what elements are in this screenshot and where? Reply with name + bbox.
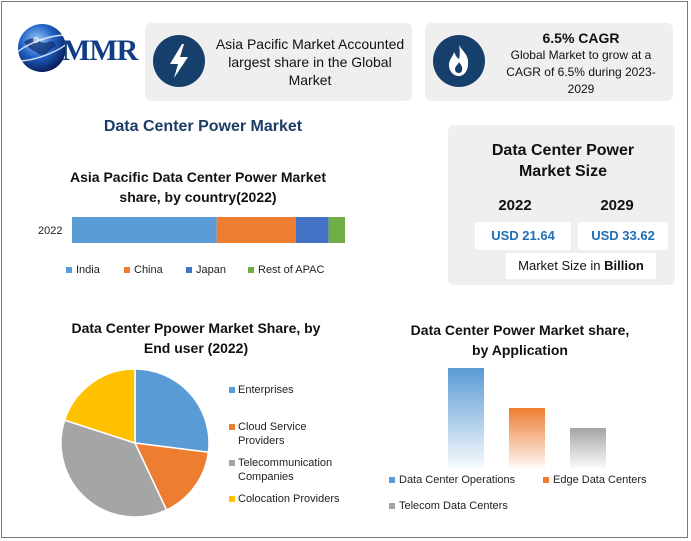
legend-swatch	[389, 477, 395, 483]
pie-legend-item-colocation-providers: Colocation Providers	[229, 492, 359, 522]
app-legend-item-edge-data-centers: Edge Data Centers	[543, 474, 647, 486]
pie-legend-item-cloud-service-providers: Cloud Service Providers	[229, 420, 359, 450]
legend-item-japan: Japan	[186, 264, 226, 276]
legend-item-rest-of-apac: Rest of APAC	[248, 264, 324, 276]
bar-segment-japan	[295, 217, 329, 243]
country-stacked-bar-chart: 2022	[38, 217, 345, 243]
flame-icon	[433, 35, 485, 87]
country-chart-title: Asia Pacific Data Center Power Market sh…	[70, 169, 326, 205]
globe-icon	[14, 24, 72, 72]
pie-slice-cloud-service-providers	[133, 442, 210, 511]
legend-label: Rest of APAC	[258, 264, 325, 276]
pie-legend-item-enterprises: Enterprises	[229, 383, 359, 413]
legend-swatch	[543, 477, 549, 483]
legend-swatch	[66, 267, 72, 273]
cagr-title: 6.5% CAGR	[542, 30, 620, 46]
market-size-card: Data Center Power Market Size 2022 2029 …	[448, 125, 675, 285]
mmr-logo: MMR	[14, 18, 138, 84]
pie-slice-colocation-providers	[63, 368, 136, 445]
legend-swatch	[186, 267, 192, 273]
bar-edge-data-centers	[509, 408, 545, 468]
legend-label: India	[76, 264, 100, 276]
asia-highlight-card: Asia Pacific Market Accounted largest sh…	[145, 23, 412, 101]
asia-highlight-text: Asia Pacific Market Accounted largest sh…	[215, 36, 405, 88]
value-2029: USD 33.62	[578, 222, 668, 250]
legend-label: China	[134, 264, 163, 276]
pie-legend-item-telecommunication-companies: Telecommunication Companies	[229, 456, 359, 486]
legend-label: Japan	[196, 264, 226, 276]
cagr-description: Global Market to grow at a CAGR of 6.5% …	[506, 48, 656, 96]
app-legend-item-telecom-data-centers: Telecom Data Centers	[389, 500, 508, 512]
legend-swatch	[229, 424, 235, 430]
legend-swatch	[229, 496, 235, 502]
end-user-pie-chart	[60, 368, 210, 518]
legend-label: Colocation Providers	[238, 493, 340, 505]
bar-segment-china	[216, 217, 296, 243]
pie-slice-enterprises	[134, 368, 210, 454]
bar-segment-rest-of-apac	[328, 217, 345, 243]
legend-item-china: China	[124, 264, 163, 276]
main-title: Data Center Power Market	[103, 118, 303, 135]
legend-label: Enterprises	[238, 384, 294, 396]
unit-bold: Billion	[604, 258, 644, 273]
lightning-icon	[153, 35, 205, 87]
legend-item-india: India	[66, 264, 100, 276]
legend-swatch	[229, 460, 235, 466]
cagr-highlight-card: 6.5% CAGR Global Market to grow at a CAG…	[425, 23, 673, 101]
market-size-unit: Market Size in Billion	[506, 253, 656, 279]
pie-chart-title: Data Center Ppower Market Share, by End …	[71, 320, 321, 356]
legend-label: Cloud Service Providers	[238, 421, 307, 447]
application-chart-title: Data Center Power Market share, by Appli…	[410, 322, 630, 358]
application-bar-chart	[448, 368, 606, 468]
legend-swatch	[229, 387, 235, 393]
legend-swatch	[389, 503, 395, 509]
year-2022-label: 2022	[498, 197, 532, 214]
bar-data-center-operations	[448, 368, 484, 468]
cagr-highlight-block: 6.5% CAGR Global Market to grow at a CAG…	[493, 29, 669, 98]
value-2022: USD 21.64	[475, 222, 571, 250]
pie-slice-telecommunication-companies	[60, 419, 168, 518]
stacked-category-label: 2022	[38, 225, 62, 237]
bar-segment-india	[72, 217, 217, 243]
legend-swatch	[124, 267, 130, 273]
legend-label: Telecom Data Centers	[399, 500, 508, 512]
legend-swatch	[248, 267, 254, 273]
year-2029-label: 2029	[600, 197, 634, 214]
market-size-title: Data Center Power Market Size	[491, 142, 635, 180]
app-legend-item-data-center-operations: Data Center Operations	[389, 474, 515, 486]
bar-telecom-data-centers	[570, 428, 606, 468]
legend-label: Telecommunication Companies	[238, 457, 333, 483]
legend-label: Edge Data Centers	[553, 474, 647, 486]
legend-label: Data Center Operations	[399, 474, 516, 486]
unit-prefix: Market Size in	[518, 258, 605, 273]
logo-text: MMR	[62, 34, 138, 67]
